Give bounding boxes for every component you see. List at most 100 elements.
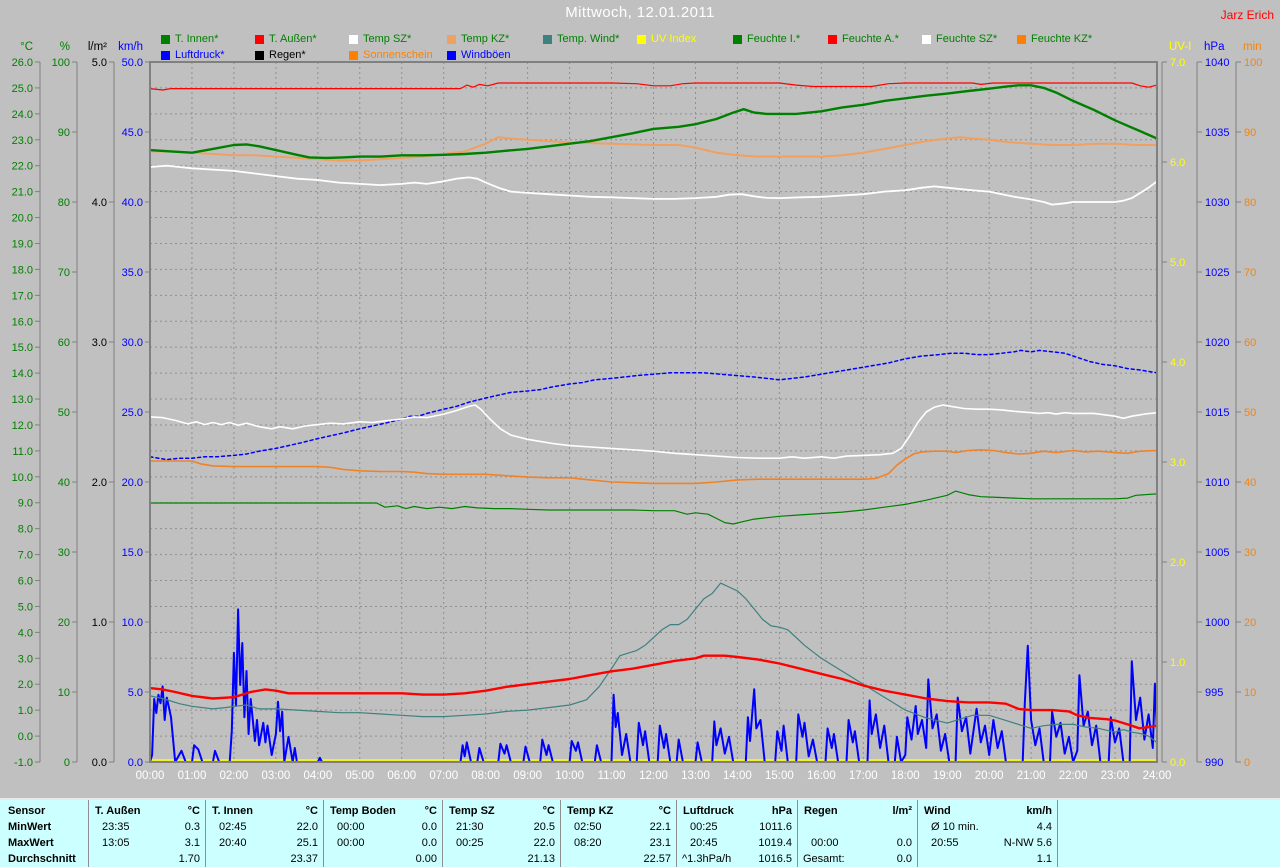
cell-value: 1016.5 xyxy=(758,853,792,865)
axis-tick-label-temp-c: 20.0 xyxy=(12,213,33,225)
cell-value: 3.1 xyxy=(184,837,200,849)
axis-tick-label-sunshine-min: 20 xyxy=(1244,617,1256,629)
axis-tick-label-sunshine-min: 100 xyxy=(1244,57,1262,69)
axis-tick-label-wind-kmh: 50.0 xyxy=(122,57,143,69)
x-tick-label: 05:00 xyxy=(345,770,374,782)
table-col-t-aussen: T. Außen °C 23:35 0.3 13:05 3.1 1.70 xyxy=(88,800,205,867)
axis-tick-label-uv: 6.0 xyxy=(1170,157,1185,169)
axis-tick-label-wind-kmh: 45.0 xyxy=(122,127,143,139)
legend-label: Temp. Wind* xyxy=(557,33,620,45)
axis-tick-label-sunshine-min: 80 xyxy=(1244,197,1256,209)
axis-tick-label-wind-kmh: 15.0 xyxy=(122,547,143,559)
table-row-label: MinWert xyxy=(8,821,52,833)
axis-tick-label-temp-c: 3.0 xyxy=(18,653,33,665)
axis-tick-label-temp-c: 0.0 xyxy=(18,731,33,743)
cell-time: 00:25 xyxy=(690,821,718,833)
table-col-filler xyxy=(1057,800,1280,867)
col-unit: °C xyxy=(542,805,555,817)
x-tick-label: 03:00 xyxy=(261,770,290,782)
axis-tick-label-wind-kmh: 20.0 xyxy=(122,477,143,489)
author-watermark: Jarz Erich xyxy=(1220,8,1274,22)
cell-value: 25.1 xyxy=(296,837,318,849)
legend-label: Temp KZ* xyxy=(461,33,510,45)
axis-tick-label-pressure-hpa: 1035 xyxy=(1205,127,1229,139)
axis-tick-label-uv: 7.0 xyxy=(1170,57,1185,69)
axis-tick-label-temp-c: 14.0 xyxy=(12,368,33,380)
table-max-row: 13:05 3.1 xyxy=(89,835,205,851)
cell-time: 02:50 xyxy=(574,821,602,833)
axis-tick-label-pressure-hpa: 1040 xyxy=(1205,57,1229,69)
table-min-row: 02:50 22.1 xyxy=(561,819,676,835)
table-col-temp-sz: Temp SZ °C 21:30 20.5 00:25 22.0 21.13 xyxy=(442,800,560,867)
x-tick-label: 08:00 xyxy=(471,770,500,782)
series-feuchte-a xyxy=(149,82,1158,91)
table-avg-row: 1.1 xyxy=(918,851,1057,867)
axis-tick-label-temp-c: 11.0 xyxy=(12,446,33,458)
x-tick-label: 16:00 xyxy=(807,770,836,782)
legend-label: Feuchte SZ* xyxy=(936,33,998,45)
axis-tick-label-temp-c: 7.0 xyxy=(18,550,33,562)
axis-tick-label-pressure-hpa: 990 xyxy=(1205,757,1223,769)
regen-swatch-icon xyxy=(255,50,264,60)
axis-tick-label-temp-c: 18.0 xyxy=(12,264,33,276)
axis-tick-label-temp-c: 23.0 xyxy=(12,135,33,147)
axis-tick-label-rain-lm2: 3.0 xyxy=(92,337,107,349)
t-aussen-swatch-icon xyxy=(255,34,264,44)
cell-time: 00:00 xyxy=(337,821,365,833)
legend-label: UV Index xyxy=(651,33,697,45)
col-label: T. Außen xyxy=(95,805,141,817)
axis-tick-label-temp-c: 1.0 xyxy=(18,705,33,717)
cell-time: 20:45 xyxy=(690,837,718,849)
table-col-header: Temp Boden °C xyxy=(324,803,442,819)
col-unit: hPa xyxy=(771,805,792,817)
cell-value: 22.0 xyxy=(296,821,318,833)
x-tick-label: 17:00 xyxy=(849,770,878,782)
table-col-wind: Wind km/h Ø 10 min. 4.4 20:55 N-NW 5.6 1.1 xyxy=(917,800,1057,867)
axis-tick-label-pressure-hpa: 1005 xyxy=(1205,547,1229,559)
table-col-temp-boden: Temp Boden °C 00:00 0.0 00:00 0.0 0.00 xyxy=(323,800,442,867)
table-max-row: 20:55 N-NW 5.6 xyxy=(918,835,1057,851)
axis-tick-label-sunshine-min: 90 xyxy=(1244,127,1256,139)
axis-tick-label-sunshine-min: 10 xyxy=(1244,687,1256,699)
axis-tick-label-uv: 5.0 xyxy=(1170,257,1185,269)
legend-label: Regen* xyxy=(269,49,306,61)
series-t-innen xyxy=(148,84,1159,160)
axis-tick-label-pressure-hpa: 1020 xyxy=(1205,337,1229,349)
chart-plot[interactable]: -1.0 0.0 1.0 2.0 3.0 4.0 5.0 6.0 7.0 8.0 9.0 10.0 11… xyxy=(0,0,1280,798)
temp-kz-swatch-icon xyxy=(447,34,456,44)
axis-tick-label-humidity-pct: 70 xyxy=(58,267,70,279)
axis-tick-label-rain-lm2: 2.0 xyxy=(92,477,107,489)
feuchte-kz-swatch-icon xyxy=(1017,34,1026,44)
axis-tick-label-humidity-pct: 80 xyxy=(58,197,70,209)
axis-tick-label-wind-kmh: 5.0 xyxy=(128,687,143,699)
col-unit: °C xyxy=(424,805,437,817)
cell-time: 00:00 xyxy=(337,837,365,849)
cell-time: 08:20 xyxy=(574,837,602,849)
col-label: Temp Boden xyxy=(330,805,396,817)
table-col-t-innen: T. Innen °C 02:45 22.0 20:40 25.1 23.37 xyxy=(205,800,323,867)
axis-tick-label-temp-c: 9.0 xyxy=(18,498,33,510)
axis-tick-label-uv: 2.0 xyxy=(1170,557,1185,569)
table-min-row: 23:35 0.3 xyxy=(89,819,205,835)
col-unit: km/h xyxy=(1026,805,1052,817)
table-max-row: 00:25 22.0 xyxy=(443,835,560,851)
axis-tick-label-humidity-pct: 40 xyxy=(58,477,70,489)
axis-tick-label-pressure-hpa: 1010 xyxy=(1205,477,1229,489)
series-windboeen xyxy=(149,608,1158,763)
cell-value: 4.4 xyxy=(1036,821,1052,833)
axis-unit-sunshine-min: min xyxy=(1243,41,1262,53)
table-col-header: Temp SZ °C xyxy=(443,803,560,819)
axis-tick-label-humidity-pct: 20 xyxy=(58,617,70,629)
cell-value: N-NW 5.6 xyxy=(1003,837,1052,849)
axis-tick-label-rain-lm2: 5.0 xyxy=(92,57,107,69)
axis-tick-label-humidity-pct: 60 xyxy=(58,337,70,349)
table-col-luftdruck: Luftdruck hPa 00:25 1011.6 20:45 1019.4 ^1.3hP… xyxy=(676,800,797,867)
axis-tick-label-temp-c: 8.0 xyxy=(18,524,33,536)
table-min-row: 02:45 22.0 xyxy=(206,819,323,835)
axis-tick-label-temp-c: 16.0 xyxy=(12,316,33,328)
table-avg-row: 23.37 xyxy=(206,851,323,867)
axis-tick-label-sunshine-min: 0 xyxy=(1244,757,1250,769)
axis-tick-label-rain-lm2: 4.0 xyxy=(92,197,107,209)
table-min-row: 00:00 0.0 xyxy=(324,819,442,835)
